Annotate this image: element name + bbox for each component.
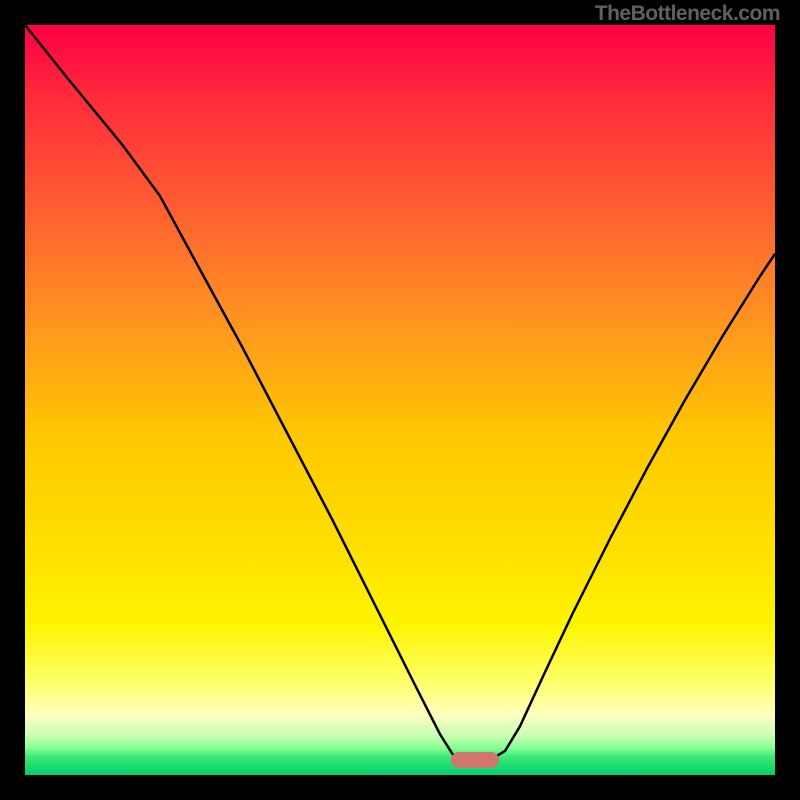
- chart-canvas: [0, 0, 800, 800]
- chart-root: TheBottleneck.com: [0, 0, 800, 800]
- optimal-marker: [451, 752, 499, 768]
- plot-background: [25, 25, 775, 775]
- watermark-text: TheBottleneck.com: [595, 2, 780, 26]
